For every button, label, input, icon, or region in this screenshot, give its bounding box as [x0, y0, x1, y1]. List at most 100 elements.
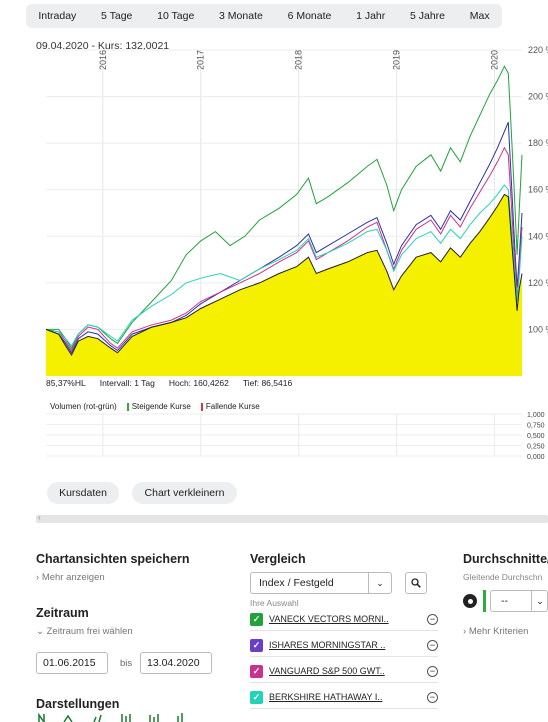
- compare-item-2: ✓ VANGUARD S&P 500 GWT.. −: [250, 660, 438, 683]
- chevron-down-icon: ⌄: [531, 591, 548, 611]
- date-from-input[interactable]: 01.06.2015: [36, 652, 108, 674]
- darstellungen-title: Darstellungen: [36, 697, 120, 711]
- y-tick-label: 140 %: [528, 231, 548, 241]
- tab-max[interactable]: Max: [469, 10, 490, 22]
- x-tick-label: 2017: [196, 50, 206, 70]
- ohlc-chart-icon: [121, 714, 131, 722]
- checkbox-checked-icon[interactable]: ✓: [250, 638, 263, 652]
- area-series: [46, 194, 522, 376]
- show-more-link[interactable]: › Mehr anzeigen: [36, 572, 105, 583]
- selection-label: Ihre Auswahl: [250, 598, 299, 608]
- tab-3-monate[interactable]: 3 Monate: [219, 10, 263, 22]
- line-series-5: [45, 193, 523, 357]
- compare-item-name[interactable]: BERKSHIRE HATHAWAY I..: [269, 692, 383, 702]
- kurs-label: Kurs:: [97, 40, 123, 52]
- compare-select-value: Index / Festgeld: [259, 577, 334, 589]
- durchschnitte-subtitle: Gleitende Durchschn: [463, 572, 543, 582]
- legend-rising: Steigende Kurse: [126, 402, 191, 411]
- x-tick-label: 2020: [490, 50, 500, 70]
- horizontal-scrollbar[interactable]: ‹: [36, 513, 548, 523]
- line-series-4: [45, 184, 523, 347]
- checkbox-checked-icon[interactable]: ✓: [250, 690, 263, 704]
- save-views-title: Chartansichten speichern: [36, 552, 190, 566]
- compare-item-name[interactable]: VANGUARD S&P 500 GWT..: [269, 666, 385, 676]
- candle-chart-icon: [149, 714, 159, 722]
- date-to-input[interactable]: 13.04.2020: [140, 652, 212, 674]
- time-range-tabs: Intraday 5 Tage 10 Tage 3 Monate 6 Monat…: [26, 4, 502, 28]
- compare-item-name[interactable]: ISHARES MORNINGSTAR ..: [269, 640, 386, 650]
- tab-5-tage[interactable]: 5 Tage: [101, 10, 133, 22]
- volume-legend: Volumen (rot-grün) Steigende Kurse Falle…: [50, 402, 260, 411]
- y-tick-label: 200 %: [528, 92, 548, 102]
- x-tick-label: 2016: [98, 50, 108, 70]
- more-criteria-link[interactable]: › Mehr Kriterien: [463, 626, 529, 637]
- tab-6-monate[interactable]: 6 Monate: [287, 10, 332, 22]
- search-icon: [411, 578, 421, 588]
- quote-separator: -: [91, 40, 95, 52]
- chevron-down-icon: ⌄: [36, 626, 47, 637]
- compare-item-1: ✓ ISHARES MORNINGSTAR .. −: [250, 634, 438, 657]
- volume-axis-label: 0,500: [527, 433, 545, 440]
- chevron-down-icon: ⌄: [368, 573, 391, 593]
- line-chart-icon: [63, 714, 73, 722]
- volume-legend-title: Volumen (rot-grün): [50, 402, 117, 411]
- moving-average-select[interactable]: -- ⌄: [490, 590, 548, 612]
- moving-average-value: --: [501, 595, 508, 607]
- chart-stats: 85,37%HL Intervall: 1 Tag Hoch: 160,4262…: [46, 378, 292, 388]
- remove-icon[interactable]: −: [427, 691, 438, 703]
- durchschnitte-title: Durchschnitte/I: [463, 552, 548, 566]
- volume-axis-label: 0,750: [527, 423, 545, 430]
- quote-info-line: 09.04.2020 - Kurs: 132,0021: [36, 40, 169, 52]
- x-tick-label: 2018: [294, 50, 304, 70]
- compare-item-name[interactable]: VANECK VECTORS MORNI..: [269, 614, 389, 624]
- volume-axis-label: 0,250: [527, 444, 545, 451]
- remove-icon[interactable]: −: [427, 613, 438, 625]
- remove-icon[interactable]: −: [427, 639, 438, 651]
- stat-high: Hoch: 160,4262: [168, 378, 229, 388]
- area-chart-icon: [38, 712, 45, 722]
- chart-type-icons: [38, 712, 183, 722]
- compare-select[interactable]: Index / Festgeld ⌄: [250, 572, 392, 594]
- compare-search-button[interactable]: [405, 572, 427, 594]
- y-tick-label: 100 %: [528, 324, 548, 334]
- line-series-2: [45, 122, 523, 354]
- tab-1-jahr[interactable]: 1 Jahr: [356, 10, 386, 22]
- compare-item-0: ✓ VANECK VECTORS MORNI.. −: [250, 608, 438, 631]
- free-range-link[interactable]: ⌄ Zeitraum frei wählen: [36, 626, 133, 637]
- price-chart[interactable]: 2016 2017 2018 2019 2020 100 % 120 % 140 % 160 %…: [0, 44, 548, 474]
- volume-axis-label: 1,000: [527, 412, 545, 419]
- scatter-chart-icon: [93, 714, 102, 722]
- chevron-right-icon: ›: [463, 626, 469, 637]
- stat-performance: 85,37%HL: [46, 378, 86, 388]
- chevron-right-icon: ›: [36, 572, 42, 583]
- scroll-left-icon[interactable]: ‹: [38, 513, 41, 522]
- line-series-1: [46, 65, 523, 350]
- checkbox-checked-icon[interactable]: ✓: [250, 612, 263, 626]
- legend-falling: Fallende Kurse: [200, 402, 260, 411]
- bar-chart-icon: [177, 713, 183, 722]
- stat-interval: Intervall: 1 Tag: [99, 378, 155, 388]
- date-range-separator: bis: [120, 658, 133, 669]
- compare-item-3: ✓ BERKSHIRE HATHAWAY I.. −: [250, 686, 438, 709]
- indicator-color-mark: [483, 590, 486, 612]
- vergleich-title: Vergleich: [250, 552, 306, 566]
- y-tick-label: 120 %: [528, 278, 548, 288]
- y-tick-label: 160 %: [528, 185, 548, 195]
- volume-axis-label: 0,000: [527, 454, 545, 461]
- stat-low: Tief: 86,5416: [242, 378, 293, 388]
- y-tick-label: 220 %: [528, 45, 548, 55]
- radio-selected-icon[interactable]: [463, 594, 477, 608]
- tab-5-jahre[interactable]: 5 Jahre: [410, 10, 446, 22]
- y-tick-label: 180 %: [528, 138, 548, 148]
- kurs-value: 132,0021: [125, 40, 170, 52]
- quote-date: 09.04.2020: [36, 40, 89, 52]
- tab-10-tage[interactable]: 10 Tage: [157, 10, 195, 22]
- remove-icon[interactable]: −: [427, 665, 438, 677]
- kursdaten-button[interactable]: Kursdaten: [47, 482, 119, 504]
- line-series-3: [45, 146, 523, 352]
- chart-verkleinern-button[interactable]: Chart verkleinern: [132, 482, 237, 504]
- zeitraum-title: Zeitraum: [36, 606, 89, 620]
- checkbox-checked-icon[interactable]: ✓: [250, 664, 263, 678]
- x-tick-label: 2019: [392, 50, 402, 70]
- tab-intraday[interactable]: Intraday: [38, 10, 77, 22]
